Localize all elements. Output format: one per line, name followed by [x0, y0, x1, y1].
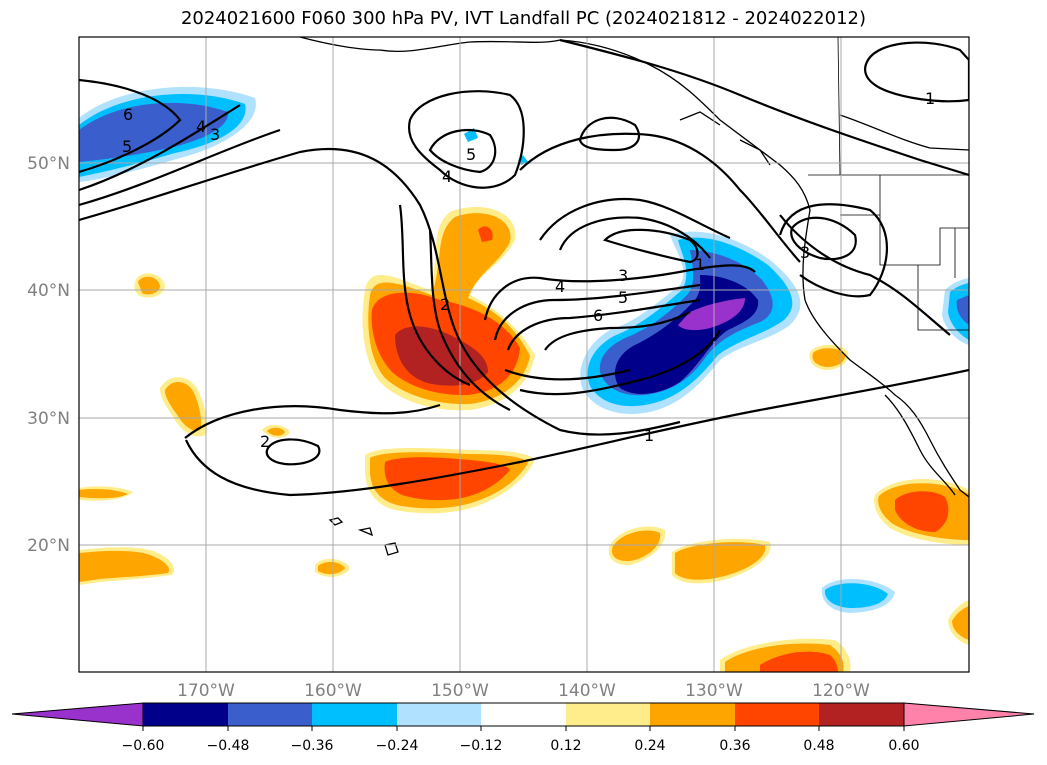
lon-label: 150°W	[431, 681, 489, 701]
ivt-contours	[79, 38, 969, 497]
contour-label: 3	[800, 243, 810, 262]
contour-label: 4	[442, 167, 452, 186]
lat-label: 20°N	[27, 536, 70, 556]
plot-title: 2024021600 F060 300 hPa PV, IVT Landfall…	[180, 8, 867, 29]
lon-label: 170°W	[177, 681, 235, 701]
contour-label: 4	[196, 117, 206, 136]
lat-label: 30°N	[27, 409, 70, 429]
map-frame	[78, 36, 970, 673]
coastlines	[299, 37, 969, 556]
latitude-labels: 50°N 40°N 30°N 20°N	[27, 154, 70, 556]
contour-label: 5	[466, 145, 476, 164]
colorbar-swatch	[143, 703, 228, 726]
colorbar-tick-label: 0.12	[550, 738, 581, 754]
contour-label: 3	[210, 125, 220, 144]
lon-label: 120°W	[812, 681, 870, 701]
colorbar-tick-label: −0.24	[376, 738, 419, 754]
lon-label: 140°W	[558, 681, 616, 701]
colorbar-swatch	[481, 703, 566, 726]
colorbar-tick-label: −0.36	[291, 738, 334, 754]
colorbar-swatch	[312, 703, 397, 726]
lon-label: 130°W	[685, 681, 743, 701]
contour-label: 2	[260, 432, 270, 451]
lon-label: 160°W	[304, 681, 362, 701]
colorbar-tick-label: 0.60	[888, 738, 919, 754]
contour-label: 1	[644, 426, 654, 445]
contour-label: 5	[618, 288, 628, 307]
colorbar-swatch	[735, 703, 819, 726]
contour-label: 6	[593, 306, 603, 325]
map-area: 6 4 5 3 5 4 1 3 2 3 4 5 6 1 1 2	[79, 37, 969, 672]
contour-label: 1	[695, 255, 705, 274]
colorbar-tick-label: 0.36	[719, 738, 750, 754]
contour-label: 5	[122, 137, 132, 156]
colorbar-tick-label: 0.24	[634, 738, 665, 754]
colorbar-swatch	[650, 703, 735, 726]
contour-label: 6	[123, 105, 133, 124]
contour-label: 3	[618, 266, 628, 285]
longitude-labels: 170°W 160°W 150°W 140°W 130°W 120°W	[177, 681, 870, 701]
colorbar-swatch	[819, 703, 904, 726]
colorbar-tick-label: −0.60	[122, 738, 165, 754]
contour-label: 4	[555, 277, 565, 296]
lat-label: 50°N	[27, 154, 70, 174]
contour-label: 2	[440, 295, 450, 314]
contour-label: 1	[925, 89, 935, 108]
colorbar-tick-label: 0.48	[803, 738, 834, 754]
colorbar: −0.60 −0.48 −0.36 −0.24 −0.12 0.12 0.24 …	[11, 702, 1035, 754]
colorbar-tick-label: −0.12	[460, 738, 503, 754]
colorbar-swatch	[397, 703, 481, 726]
colorbar-tick-label: −0.48	[207, 738, 250, 754]
political-borders	[808, 37, 969, 331]
gridlines	[79, 37, 969, 672]
lat-label: 40°N	[27, 281, 70, 301]
colorbar-extend-right	[903, 702, 1035, 727]
colorbar-extend-left	[11, 702, 144, 727]
colorbar-swatch	[228, 703, 312, 726]
colorbar-swatch	[566, 703, 650, 726]
contour-labels: 6 4 5 3 5 4 1 3 2 3 4 5 6 1 1 2	[122, 89, 935, 451]
